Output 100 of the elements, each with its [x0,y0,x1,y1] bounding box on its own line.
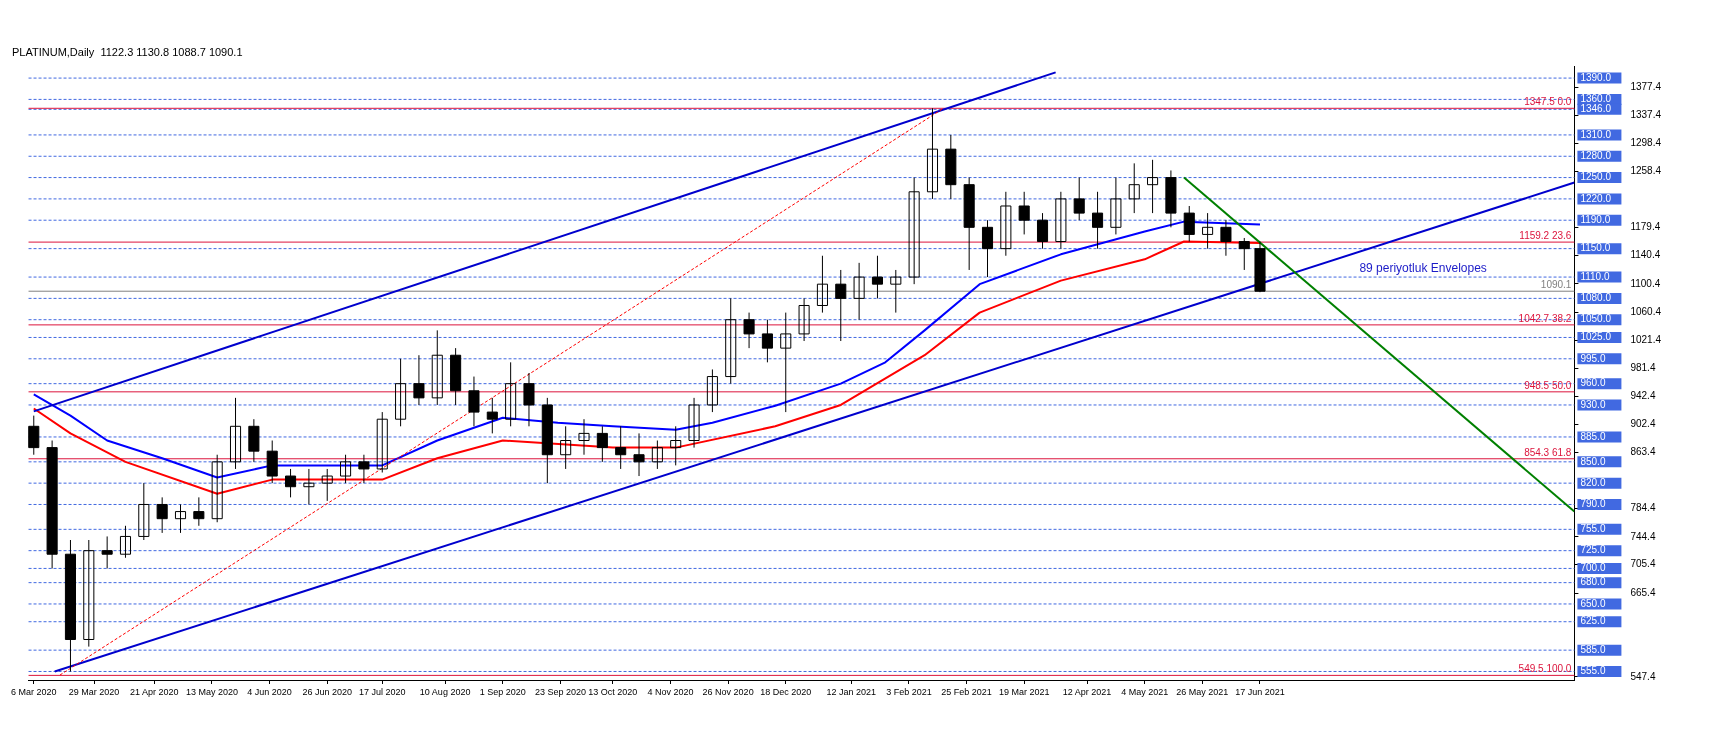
candlestick [303,468,315,505]
candlestick [229,397,242,470]
candlestick [395,358,407,427]
y-tick-label: 902.4 [1630,418,1656,430]
candlestick [431,329,443,406]
candlestick [83,539,95,648]
y-tick-label: 1377.4 [1630,80,1662,92]
x-tick-label: 21 Apr 2020 [130,686,179,697]
ref-line-label: 1090.1 [1540,278,1572,290]
candlestick [1128,162,1140,214]
ref-line-label: 1190.0 [1580,213,1611,225]
x-tick-label: 17 Jul 2020 [358,686,406,697]
x-tick-label: 23 Sep 2020 [534,686,586,697]
candlestick [688,397,700,449]
ref-line-label: 1310.0 [1580,128,1612,140]
y-tick-label: 981.4 [1630,362,1656,374]
y-tick-label: 863.4 [1630,446,1656,458]
x-tick-label: 17 Jun 2021 [1235,686,1285,697]
x-tick-label: 19 Mar 2021 [998,686,1050,697]
ref-line-label: 1360.0 [1580,93,1612,105]
annotation: 89 periyotluk Envelopes [1359,260,1487,275]
ref-line-label: 1347.5 0.0 [1524,96,1572,108]
x-tick-label: 29 Mar 2020 [68,686,120,697]
candlestick [321,468,333,502]
ref-line-label: 549.5 100.0 [1518,663,1572,675]
ref-line-label: 725.0 [1580,544,1606,556]
ref-line-label: 854.3 61.8 [1524,446,1572,458]
chart-title: PLATINUM,Daily 1122.3 1130.8 1088.7 1090.1 [12,46,243,59]
x-tick-label: 10 Aug 2020 [419,686,471,697]
ref-line-label: 1025.0 [1580,331,1612,343]
candlestick [890,269,902,314]
candlestick [725,297,737,385]
x-tick-label: 26 May 2021 [1176,686,1229,697]
x-tick-label: 18 Dec 2020 [760,686,812,697]
ref-line-label: 555.0 [1580,665,1606,677]
candlestick [1110,177,1122,235]
y-tick-label: 547.4 [1630,670,1656,682]
ref-line-label: 1390.0 [1580,71,1612,83]
ref-line-label: 1150.0 [1580,242,1611,254]
ref-line-label: 1080.0 [1580,292,1612,304]
ref-line-label: 585.0 [1580,643,1606,655]
x-tick-label: 12 Jan 2021 [826,686,877,697]
ref-line-label: 1346.0 [1580,103,1612,115]
x-tick-label: 12 Apr 2021 [1062,686,1112,697]
x-tick-label: 4 Jun 2020 [247,686,292,697]
x-tick-label: 4 May 2021 [1121,686,1169,697]
y-tick-label: 1060.4 [1630,306,1662,318]
y-tick-label: 1337.4 [1630,109,1662,121]
candlestick [926,107,939,200]
ref-line-label: 930.0 [1580,398,1606,410]
ref-line-label: 885.0 [1580,430,1606,442]
y-tick-label: 1179.4 [1630,221,1661,233]
y-tick-label: 665.4 [1630,586,1656,598]
x-tick-label: 13 Oct 2020 [588,686,638,697]
y-tick-label: 744.4 [1630,530,1656,542]
y-tick-label: 1298.4 [1630,136,1662,148]
ref-line-label: 1110.0 [1580,270,1610,282]
candlestick [174,503,187,534]
x-tick-label: 25 Feb 2021 [941,686,992,697]
ref-line-label: 680.0 [1580,576,1606,588]
y-tick-label: 784.4 [1630,502,1656,514]
x-tick-label: 6 Mar 2020 [11,686,57,697]
candlestick [706,368,718,413]
ref-line-label: 820.0 [1580,476,1606,488]
candlestick [1147,159,1159,214]
candlestick [119,525,132,559]
ref-line-label: 1220.0 [1580,192,1612,204]
y-tick-label: 1021.4 [1630,333,1662,345]
candlestick [780,312,792,413]
candlestick [816,255,828,314]
candlestick [1202,212,1214,250]
x-tick-label: 1 Sep 2020 [479,686,526,697]
y-tick-label: 1100.4 [1630,277,1661,289]
candlestick [211,454,223,523]
ref-line-label: 650.0 [1580,597,1606,609]
candlestick [505,361,517,427]
ref-line-label: 700.0 [1580,562,1606,574]
ref-line-label: 1042.7 38.2 [1518,312,1572,324]
y-tick-label: 1140.4 [1630,249,1661,261]
candlestick [853,262,865,321]
x-tick-label: 3 Feb 2021 [886,686,932,697]
x-tick-label: 26 Nov 2020 [702,686,754,697]
candlestick [651,440,663,470]
candlestick [798,297,810,342]
candlestick [908,177,920,285]
ref-line-label: 1280.0 [1580,150,1612,161]
ref-line-label: 1050.0 [1580,313,1612,325]
ref-line-label: 790.0 [1580,498,1606,510]
x-tick-label: 26 Jun 2020 [302,686,353,697]
ref-line-label: 960.0 [1580,377,1606,389]
candlestick [670,425,682,466]
ref-line-label: 995.0 [1580,352,1606,364]
x-tick-label: 13 May 2020 [185,686,238,697]
candlestick [138,482,150,541]
candlestick [376,411,388,473]
ref-line-label: 1159.2 23.6 [1519,229,1572,241]
y-tick-label: 942.4 [1630,389,1656,401]
ref-line-label: 755.0 [1580,523,1606,535]
candlestick [1000,191,1012,257]
y-tick-label: 1258.4 [1630,165,1662,177]
